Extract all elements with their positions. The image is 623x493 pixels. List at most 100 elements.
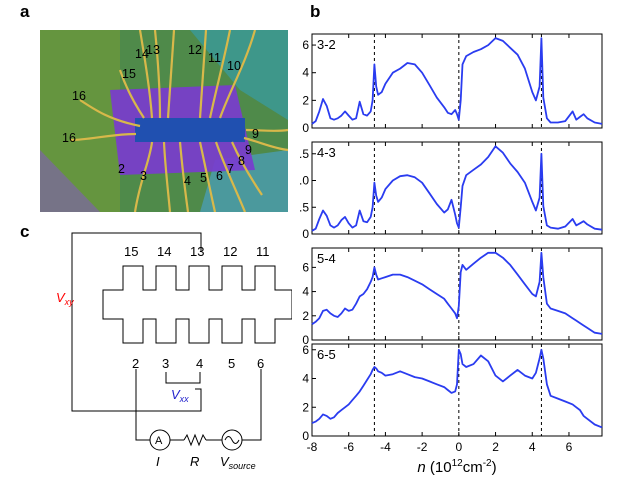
hall-bar-outline bbox=[102, 265, 292, 344]
panel-label-c: c bbox=[20, 222, 30, 241]
contact-label-16: 16 bbox=[72, 89, 86, 103]
subplot-label: 3-2 bbox=[317, 37, 336, 52]
contact-label-10: 10 bbox=[227, 59, 241, 73]
y-tick-label: 5.0 bbox=[300, 174, 309, 188]
ac-wave bbox=[224, 436, 240, 444]
y-tick-label: 2 bbox=[302, 400, 309, 414]
panel-label-a: a bbox=[20, 2, 30, 21]
y-tick-label: 2 bbox=[302, 309, 309, 323]
contact-label-2: 2 bbox=[118, 162, 125, 176]
contact-label-9: 9 bbox=[245, 143, 252, 157]
contact-lead-7 bbox=[79, 99, 141, 128]
terminal-5: 5 bbox=[228, 356, 235, 371]
contact-lead-9 bbox=[245, 128, 288, 132]
contact-lead-5 bbox=[218, 30, 257, 119]
x-tick-label: 2 bbox=[492, 440, 499, 454]
source-label: Vsource bbox=[220, 454, 256, 471]
y-tick-label: 0 bbox=[302, 227, 309, 241]
contact-lead-15 bbox=[214, 141, 247, 212]
panel-label-b: b bbox=[310, 2, 321, 21]
contact-label-15: 15 bbox=[122, 67, 136, 81]
vxy-label: Vxy bbox=[56, 290, 74, 307]
x-tick-label: -4 bbox=[380, 440, 391, 454]
contact-label-7: 7 bbox=[227, 162, 234, 176]
contact-lead-11 bbox=[133, 141, 154, 212]
contact-label-13: 13 bbox=[146, 43, 160, 57]
contact-lead-1 bbox=[153, 30, 162, 119]
plot-frame bbox=[311, 33, 603, 129]
terminal-15: 15 bbox=[124, 244, 138, 259]
x-tick-label: 4 bbox=[529, 440, 536, 454]
contact-lead-14 bbox=[198, 141, 217, 212]
contact-label-9: 9 bbox=[252, 127, 259, 141]
y-tick-label: 6 bbox=[302, 38, 309, 52]
rxx-line-4-3 bbox=[311, 145, 603, 232]
vxx-wire bbox=[165, 372, 201, 384]
contact-label-14: 14 bbox=[135, 47, 149, 61]
contact-label-16: 16 bbox=[62, 131, 76, 145]
contact-label-11: 11 bbox=[208, 51, 221, 65]
current-wire bbox=[135, 369, 150, 441]
current-label: I bbox=[156, 454, 160, 469]
subplot-label: 5-4 bbox=[317, 251, 336, 266]
plot-frame bbox=[311, 247, 603, 341]
plot-frame bbox=[311, 141, 603, 235]
circuit-schematic: 15 14 13 12 11 2 3 4 5 6 A I R Vsource V… bbox=[56, 232, 292, 471]
contact-lead-13 bbox=[178, 141, 190, 212]
contact-lead-2 bbox=[166, 30, 176, 119]
rxx-line-3-2 bbox=[311, 37, 603, 125]
x-axis-label: n (1012cm-2) bbox=[417, 458, 496, 476]
y-tick-label: 6 bbox=[302, 343, 309, 357]
contact-label-5: 5 bbox=[200, 171, 207, 185]
rxx-line-5-4 bbox=[311, 251, 603, 335]
subplot-label: 6-5 bbox=[317, 347, 336, 362]
terminal-12: 12 bbox=[223, 244, 237, 259]
y-tick-label: 0 bbox=[302, 333, 309, 347]
y-tick-label: 6 bbox=[302, 260, 309, 274]
terminal-11: 11 bbox=[256, 244, 270, 259]
terminal-4: 4 bbox=[196, 356, 203, 371]
subplot-label: 4-3 bbox=[317, 145, 336, 160]
vxx-label: Vxx bbox=[171, 387, 189, 404]
terminal-3: 3 bbox=[162, 356, 169, 371]
contact-lead-4 bbox=[208, 30, 232, 119]
terminal-2: 2 bbox=[132, 356, 139, 371]
x-tick-label: -6 bbox=[343, 440, 354, 454]
ammeter bbox=[149, 429, 171, 451]
voltage-source bbox=[221, 429, 243, 451]
contact-lead-12 bbox=[162, 141, 172, 212]
vxy-wire bbox=[71, 232, 202, 412]
contact-label-3: 3 bbox=[140, 169, 147, 183]
contact-label-12: 12 bbox=[188, 43, 202, 57]
y-tick-label: 2.5 bbox=[300, 200, 309, 214]
subplot-4-3: 02.55.07.54-3Rxx (kΩ) bbox=[300, 141, 603, 241]
resistor-label: R bbox=[190, 454, 199, 469]
y-tick-label: 4 bbox=[302, 66, 309, 80]
x-tick-label: -8 bbox=[307, 440, 318, 454]
contact-label-6: 6 bbox=[216, 169, 223, 183]
x-tick-label: -2 bbox=[417, 440, 428, 454]
contact-lead-10 bbox=[243, 136, 288, 152]
rxx-line-6-5 bbox=[311, 348, 603, 429]
terminal-13: 13 bbox=[190, 244, 204, 259]
y-tick-label: 4 bbox=[302, 285, 309, 299]
contact-lead-0 bbox=[138, 30, 154, 119]
x-tick-label: 0 bbox=[455, 440, 462, 454]
contact-lead-16 bbox=[230, 141, 263, 196]
y-tick-label: 2 bbox=[302, 93, 309, 107]
hall-bar-channel bbox=[135, 118, 245, 142]
plot-frame bbox=[311, 343, 603, 437]
contact-label-4: 4 bbox=[184, 174, 191, 188]
contact-lead-3 bbox=[198, 30, 208, 119]
y-tick-label: 4 bbox=[302, 372, 309, 386]
terminal-14: 14 bbox=[157, 244, 171, 259]
contact-lead-8 bbox=[69, 132, 137, 142]
y-tick-label: 0 bbox=[302, 121, 309, 135]
ammeter-label: A bbox=[155, 435, 163, 447]
